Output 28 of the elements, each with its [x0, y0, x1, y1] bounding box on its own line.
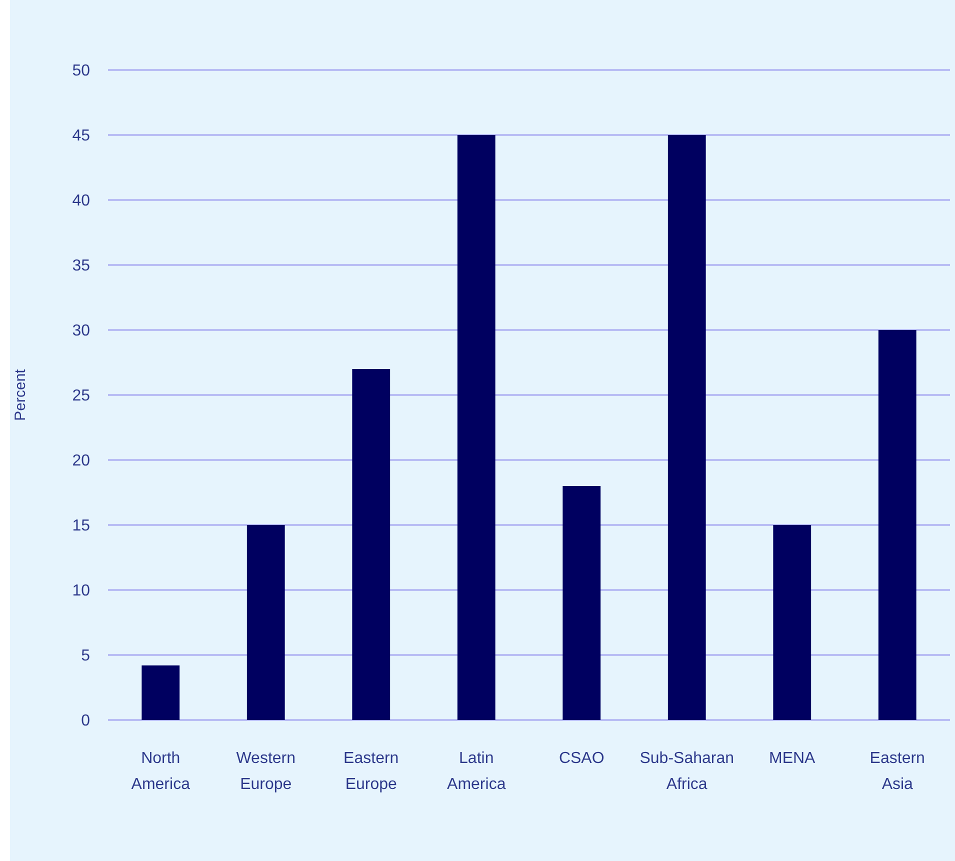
x-tick-label: Latin America — [447, 750, 506, 793]
y-tick-label: 5 — [81, 648, 90, 665]
x-tick-label: North America — [131, 750, 190, 793]
y-tick-label: 30 — [72, 322, 90, 340]
y-tick-label: 45 — [72, 128, 90, 145]
x-tick-label: Eastern Europe — [344, 750, 399, 793]
x-tick-label: Western Europe — [236, 750, 296, 793]
bar — [878, 330, 916, 720]
bar — [352, 369, 390, 720]
x-tick-label: Sub-Saharan Africa — [640, 750, 734, 793]
y-tick-label: 40 — [72, 192, 90, 210]
bar — [457, 135, 496, 720]
y-tick-label: 35 — [72, 258, 90, 275]
y-tick-label: 15 — [72, 518, 90, 535]
x-tick-label: MENA — [769, 750, 816, 767]
y-tick-label: 50 — [72, 62, 90, 80]
y-tick-label: 0 — [81, 712, 90, 730]
y-axis-title: Percent — [12, 368, 29, 421]
bar — [562, 486, 601, 720]
y-tick-label: 10 — [72, 582, 90, 600]
bar — [142, 665, 180, 720]
bar — [773, 525, 812, 720]
bar — [246, 525, 285, 720]
y-tick-label: 25 — [72, 388, 90, 405]
x-tick-label: CSAO — [558, 750, 604, 767]
bar — [668, 135, 706, 720]
y-tick-label: 20 — [72, 452, 90, 470]
x-tick-label: Eastern Asia — [870, 750, 925, 793]
